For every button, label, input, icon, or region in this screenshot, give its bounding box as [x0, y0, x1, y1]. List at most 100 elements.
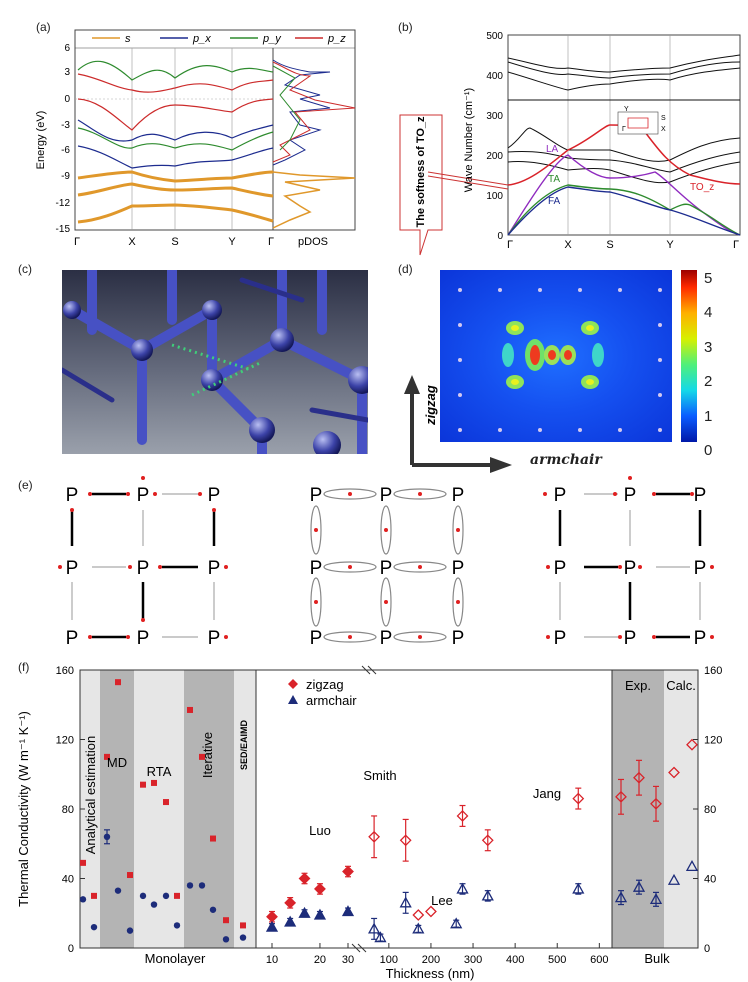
axis-armchair-label: armchair: [530, 452, 602, 468]
atom-p: P: [452, 558, 465, 579]
phonon-ytick: 500: [486, 31, 503, 42]
band-ytick: -15: [56, 224, 71, 235]
tc-xtick: 200: [422, 954, 440, 966]
lee-armchair: [412, 922, 425, 934]
armchair-point: [186, 882, 194, 889]
tc-xtick: 100: [380, 954, 398, 966]
method-analytical: Analytical estimation: [83, 736, 98, 855]
author-luo: Luo: [309, 823, 331, 838]
atom-p: P: [380, 628, 393, 649]
luo-zigzag: [342, 865, 354, 878]
tc-ytick-right: 160: [704, 665, 722, 677]
panel-label-d: (d): [398, 262, 413, 276]
armchair-point: [198, 882, 206, 889]
inset-x: X: [661, 126, 666, 133]
panel-label-e: (e): [18, 478, 33, 492]
section-bulk: Bulk: [644, 951, 670, 966]
tc-xtick: 20: [314, 954, 326, 966]
zigzag-point: [104, 753, 110, 760]
zigzag-point: [223, 917, 229, 924]
jang-zigzag: [572, 792, 585, 805]
armchair-point: [150, 901, 158, 908]
atom-p: P: [554, 558, 567, 579]
fa-branch: [507, 186, 741, 236]
bonding-schematics: P P P P P P P P P P P P P P P P P P P P P P P P P P P: [58, 476, 714, 649]
tc-xtick: 600: [590, 954, 608, 966]
phonon-ytick: 100: [486, 191, 503, 202]
armchair-point: [114, 887, 122, 894]
tc-ytick: 120: [56, 735, 74, 747]
atom-p: P: [66, 628, 79, 649]
tc-xtick: 300: [464, 954, 482, 966]
zigzag-point: [187, 706, 193, 713]
label-toz: TO_z: [690, 182, 714, 193]
phonon-ytick: 300: [486, 111, 503, 122]
tc-xtick: 30: [342, 954, 354, 966]
method-calc: Calc.: [666, 678, 696, 693]
colorbar: [681, 270, 697, 442]
panel-label-c: (c): [18, 262, 32, 276]
bulk-exp-armchair: [649, 893, 663, 904]
luo-zigzag: [284, 896, 297, 909]
zigzag-point: [115, 679, 121, 686]
zigzag-point: [127, 872, 133, 879]
band-ytick: -9: [61, 171, 70, 182]
band-ylabel: Energy (eV): [35, 111, 47, 170]
tc-ytick: 80: [62, 804, 74, 816]
band-xtick: S: [171, 236, 178, 248]
jang-armchair: [572, 882, 585, 894]
luo-zigzag: [314, 883, 326, 895]
zigzag-point: [210, 835, 216, 842]
bulk-exp-zigzag: [633, 771, 645, 784]
legend-px: p_x: [192, 33, 211, 45]
tc-marks: [79, 679, 699, 943]
atom-p: P: [624, 628, 637, 649]
lattice-render: [62, 270, 368, 454]
band-ytick: 3: [64, 67, 70, 78]
inset-y: Y: [624, 106, 629, 113]
method-exp: Exp.: [625, 678, 651, 693]
label-ta: TA: [548, 174, 560, 185]
legend-armchair-marker: [288, 695, 298, 704]
phonon-xtick: S: [606, 239, 613, 251]
phonon-ytick: 0: [497, 231, 503, 242]
atom-p: P: [137, 485, 150, 506]
pdos-label: pDOS: [298, 236, 328, 248]
luo-armchair: [341, 905, 355, 917]
lee-zigzag: [425, 905, 437, 918]
atom-p: P: [694, 628, 707, 649]
tc-xlabel: Thickness (nm): [386, 966, 475, 981]
armchair-point: [90, 923, 98, 931]
colorbar-tick: 5: [704, 270, 713, 287]
author-jang: Jang: [533, 786, 561, 801]
zigzag-point: [199, 753, 205, 760]
method-md: MD: [107, 755, 127, 770]
zigzag-point: [91, 892, 97, 899]
band-structure-plot: s p_x p_y p_z 6 3 0 -3 -6 -9 -12 -15 Ene…: [35, 29, 356, 248]
band-xtick: Y: [228, 236, 236, 248]
zigzag-point: [240, 922, 246, 929]
jang-armchair: [456, 882, 469, 894]
heatmap-axes: zigzag: [404, 375, 512, 473]
atom-p: P: [310, 485, 323, 506]
luo-zigzag: [266, 910, 278, 923]
zigzag-point: [140, 781, 146, 788]
legend-armchair: armchair: [306, 693, 357, 708]
atom-p: P: [452, 628, 465, 649]
luo-armchair: [284, 915, 297, 927]
band-xtick: Γ: [74, 236, 80, 248]
smith-zigzag: [368, 830, 381, 843]
atom-p: P: [66, 485, 79, 506]
armchair-point: [173, 922, 181, 929]
atom-p: P: [66, 558, 79, 579]
smith-armchair: [368, 922, 381, 934]
thermal-conductivity-chart: Analytical estimation MD RTA Iterative S…: [16, 665, 722, 981]
tc-ylabel: Thermal Conductivity (W m⁻¹ K⁻¹): [16, 711, 31, 907]
phonon-ylabel: Wave Number (cm⁻¹): [463, 88, 475, 192]
inset-g: Γ: [622, 126, 626, 133]
phonon-xtick: X: [564, 239, 572, 251]
phonon-xtick: Γ: [733, 239, 739, 251]
atom-p: P: [310, 558, 323, 579]
bulk-exp-armchair: [632, 880, 646, 892]
luo-armchair: [313, 908, 327, 920]
